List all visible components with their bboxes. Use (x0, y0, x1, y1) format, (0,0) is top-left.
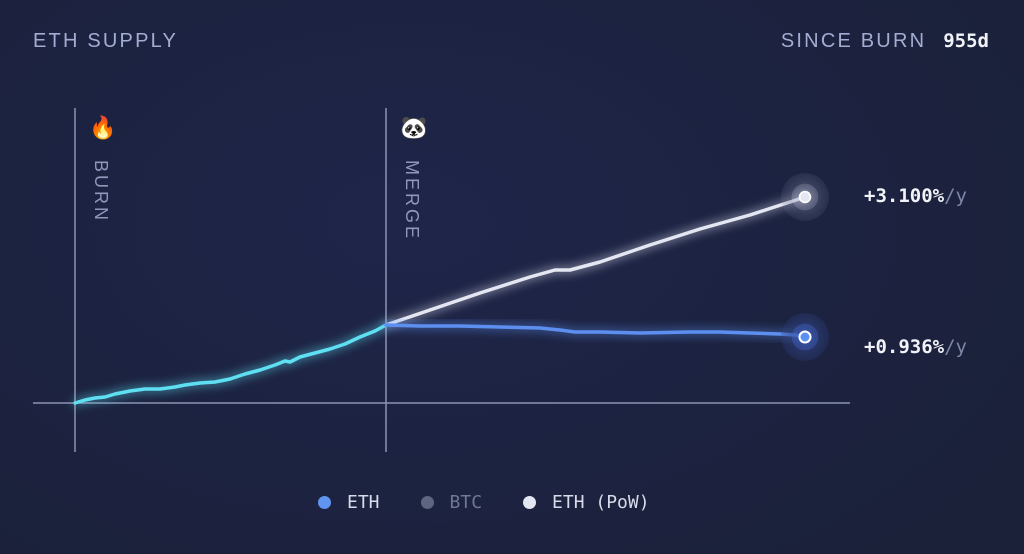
eth-pow-rate-label: +3.100%/y (864, 185, 967, 207)
legend-item-eth-pow[interactable]: ETH (PoW) (523, 492, 650, 513)
legend-label-eth-pow: ETH (PoW) (552, 492, 650, 513)
eth-rate-label: +0.936%/y (864, 336, 967, 358)
legend-label-btc: BTC (449, 492, 483, 513)
legend-item-btc[interactable]: BTC (420, 492, 483, 513)
fire-icon: 🔥 (89, 115, 117, 140)
chart-title: ETH SUPPLY (33, 30, 178, 52)
burn-label: BURN (91, 160, 111, 224)
eth-pow-rate-value: +3.100% (864, 185, 945, 207)
since-burn-value: 955d (943, 30, 989, 52)
eth-rate-unit: /y (944, 336, 967, 358)
since-burn-label: SINCE BURN (780, 30, 927, 52)
eth-pow-series-line (384, 195, 807, 327)
eth-endpoint[interactable] (781, 313, 829, 361)
since-burn-indicator: SINCE BURN 955d (781, 30, 989, 53)
legend-item-eth[interactable]: ETH (318, 492, 380, 513)
eth-pow-endpoint[interactable] (781, 173, 829, 221)
eth-series-line-pre-merge (73, 323, 388, 405)
eth-rate-value: +0.936% (864, 336, 945, 358)
legend-dot-btc (420, 496, 434, 509)
legend-dot-eth-pow (523, 496, 537, 509)
eth-series-line-post-merge (384, 323, 807, 339)
panda-icon: 🐼 (400, 115, 428, 140)
legend-dot-eth (318, 496, 331, 509)
merge-label: MERGE (402, 160, 422, 242)
eth-pow-rate-unit: /y (944, 185, 967, 207)
legend-label-eth: ETH (347, 492, 380, 513)
chart-legend: ETH BTC ETH (PoW) (318, 492, 691, 513)
